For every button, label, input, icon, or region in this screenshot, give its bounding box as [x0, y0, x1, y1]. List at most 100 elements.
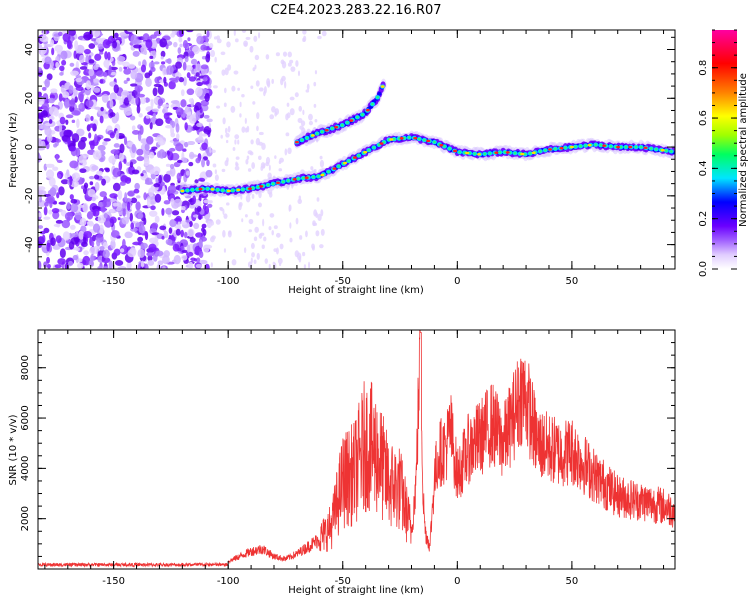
spectrogram-noise-blob [198, 239, 203, 248]
spectrogram-noise-blob [155, 250, 164, 257]
spectrogram-noise-blob [39, 196, 43, 203]
ridge-peak [584, 144, 587, 147]
spectrogram-noise-blob [38, 96, 45, 106]
ridge-hot-spot [259, 185, 264, 188]
spectrogram-noise-blob [226, 41, 231, 48]
spectrogram-noise-blob [70, 198, 78, 204]
spectrogram-noise-blob [223, 102, 227, 108]
ridge-hot-spot [494, 151, 499, 154]
spectrogram-noise-blob [146, 252, 155, 257]
spectrogram-noise-blob [241, 218, 244, 223]
spectrogram-noise-blob [177, 47, 182, 54]
spectrogram-noise-blob [99, 51, 104, 55]
spectrogram-noise-blob [140, 260, 145, 268]
spectrogram-noise-blob [213, 85, 218, 89]
ridge-peak [337, 165, 340, 168]
spectrogram-noise-blob [44, 56, 52, 65]
spectrogram-noise-blob [143, 217, 147, 226]
spectrogram-noise-blob [174, 217, 181, 222]
spectrogram-noise-blob [152, 113, 157, 118]
spectrogram-noise-blob [210, 220, 215, 226]
spectrogram-noise-blob [102, 266, 109, 269]
spectrogram-noise-blob [206, 118, 213, 123]
spectrogram-noise-blob [82, 202, 89, 213]
spectrogram-noise-blob [188, 114, 197, 124]
spectrogram-noise-blob [210, 262, 213, 268]
ridge-peak [448, 147, 451, 150]
spectrogram-noise-blob [253, 259, 257, 264]
ridge-hot-spot [569, 145, 574, 149]
ridge-hot-spot [343, 161, 348, 165]
spectrogram-noise-blob [109, 132, 115, 139]
spectrogram-x-tick-label: -100 [217, 276, 240, 287]
spectrogram-noise-blob [300, 120, 306, 127]
spectrogram-noise-blob [275, 52, 281, 57]
spectrogram-noise-blob [195, 157, 201, 164]
spectrogram-noise-blob [112, 182, 121, 192]
spectrogram-noise-blob [149, 200, 155, 205]
colorbar-tick-label: 0.2 [698, 211, 709, 227]
spectrogram-x-tick-label: -50 [335, 276, 351, 287]
spectrogram-noise-blob [149, 210, 158, 217]
spectrogram-noise-blob [133, 39, 142, 44]
spectrogram-noise-blob [85, 80, 92, 90]
spectrogram-noise-blob [246, 125, 250, 133]
spectrogram-noise-blob [184, 55, 189, 63]
spectrogram-noise-blob [127, 191, 135, 197]
spectrogram-noise-blob [201, 158, 205, 168]
ridge-peak [340, 124, 344, 127]
spectrogram-noise-blob [227, 125, 231, 133]
ridge-peak [221, 189, 224, 192]
ridge-peak [392, 137, 396, 141]
spectrogram-noise-blob [209, 200, 213, 204]
spectrogram-noise-blob [232, 146, 236, 151]
spectrogram-noise-blob [253, 236, 258, 242]
spectrogram-noise-blob [108, 260, 113, 269]
spectrogram-noise-blob [248, 229, 253, 233]
spectrogram-noise-blob [123, 136, 128, 146]
spectrogram-noise-blob [159, 225, 167, 231]
colorbar-tick-label: 0.8 [698, 60, 709, 76]
spectrogram-noise-blob [68, 30, 76, 37]
spectrogram-noise-blob [83, 250, 89, 256]
spectrogram-noise-blob [273, 248, 278, 252]
spectrogram-noise-blob [198, 177, 205, 182]
ridge-peak [574, 145, 577, 148]
spectrogram-noise-blob [271, 106, 276, 113]
ridge-peak [302, 176, 305, 180]
colorbar-ticks: 0.0 0.2 0.4 0.6 0.8 [698, 29, 737, 277]
spectrogram-noise-blob [68, 145, 76, 152]
spectrogram-noise-blob [91, 234, 97, 242]
spectrogram-noise-blob [175, 133, 180, 140]
spectrogram-noise-blob [274, 111, 277, 117]
spectrogram-noise-blob [119, 97, 124, 106]
spectrogram-noise-blob [101, 93, 109, 103]
spectrogram-noise-blob [203, 125, 212, 135]
ridge-peak [320, 130, 324, 133]
spectrogram-image [38, 30, 675, 269]
spectrogram-noise-blob [53, 107, 59, 117]
spectrogram-noise-blob [151, 146, 158, 150]
spectrogram-noise-blob [245, 194, 251, 203]
ridge-peak [271, 182, 275, 186]
spectrogram-noise-blob [299, 235, 303, 240]
spectrogram-noise-blob [48, 97, 55, 104]
spectrogram-noise-blob [54, 44, 64, 53]
spectrogram-noise-blob [231, 85, 236, 92]
spectrogram-noise-blob [170, 100, 180, 104]
spectrogram-noise-blob [200, 64, 209, 70]
spectrogram-noise-blob [161, 104, 170, 108]
ridge-peak [231, 189, 235, 192]
ridge-peak [346, 121, 349, 124]
spectrogram-noise-blob [88, 43, 96, 49]
spectrogram-noise-blob [199, 96, 206, 100]
spectrogram-noise-blob [45, 163, 55, 168]
spectrogram-noise-blob [175, 123, 180, 133]
spectrogram-noise-blob [97, 266, 103, 269]
spectrogram-noise-blob [201, 80, 210, 85]
spectrogram-noise-blob [311, 246, 315, 251]
spectrogram-noise-blob [109, 216, 117, 224]
spectrogram-noise-blob [169, 147, 176, 152]
spectrogram-noise-blob [88, 59, 95, 64]
spectrogram-noise-blob [67, 138, 71, 145]
